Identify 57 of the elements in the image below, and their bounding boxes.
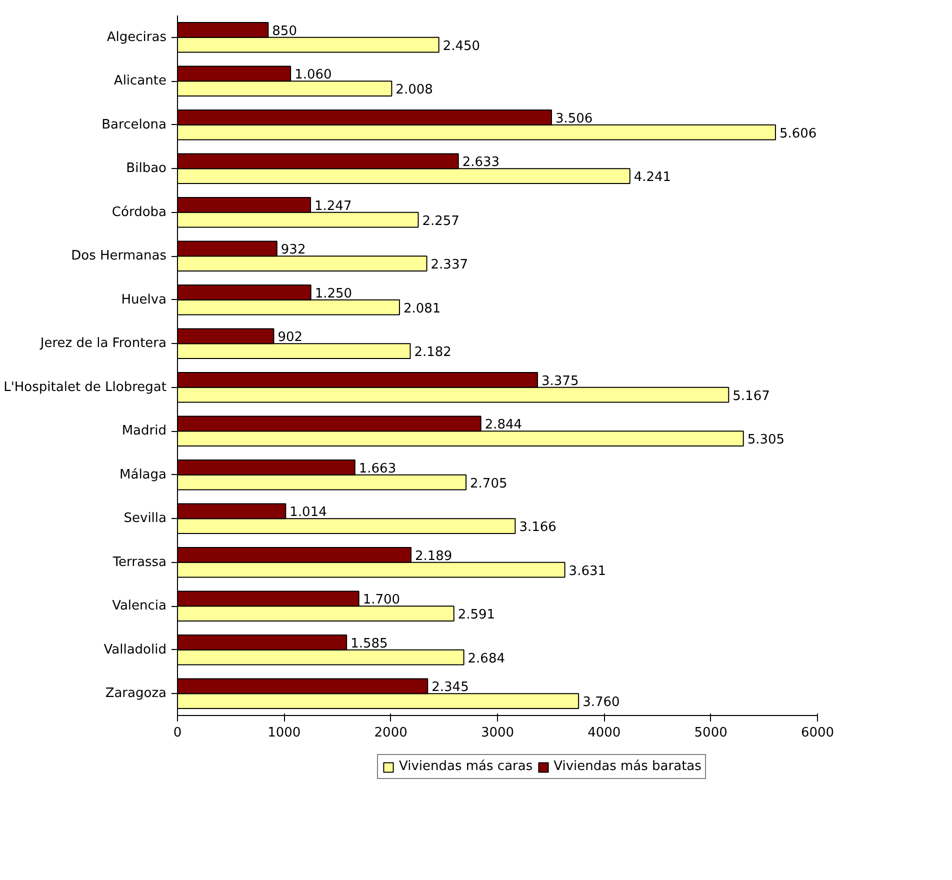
data-label: 1.585: [350, 636, 388, 652]
legend-label: Viviendas más caras: [399, 759, 533, 774]
data-label: 1.700: [362, 592, 400, 608]
data-label: 2.008: [396, 82, 433, 98]
y-tick-label: Terrassa: [112, 554, 166, 570]
data-label: 5.167: [732, 388, 770, 404]
x-tick-label: 1000: [268, 726, 301, 740]
x-tick-label: 2000: [374, 726, 408, 740]
y-tick-label: Jerez de la Frontera: [39, 336, 167, 352]
data-label: 2.591: [458, 608, 496, 623]
y-tick-label: Madrid: [122, 424, 167, 439]
y-tick-label: Huelva: [121, 292, 167, 308]
data-label: 4.241: [634, 170, 672, 186]
data-label: 3.375: [542, 374, 579, 389]
y-tick-label: Sevilla: [124, 511, 167, 526]
data-label: 1.663: [358, 461, 396, 476]
data-label: 5.606: [779, 126, 817, 142]
data-label: 1.247: [314, 198, 352, 214]
data-label: 2.182: [414, 345, 452, 360]
data-label: 902: [278, 330, 303, 346]
data-label: 2.345: [432, 680, 469, 696]
y-tick-label: Zaragoza: [105, 686, 167, 702]
data-label: 2.705: [470, 476, 508, 492]
data-label: 2.450: [442, 38, 480, 54]
y-tick-label: Valencia: [112, 598, 167, 614]
y-tick-label: Dos Hermanas: [71, 248, 167, 264]
x-tick-label: 6000: [800, 726, 834, 740]
y-tick-label: Córdoba: [112, 204, 167, 220]
data-label: 2.684: [468, 651, 506, 666]
data-label: 932: [280, 242, 306, 258]
x-tick-label: 0: [173, 726, 182, 740]
data-label: 5.305: [747, 432, 785, 448]
y-tick-label: Valladolid: [104, 642, 167, 658]
data-label: 2.257: [422, 214, 460, 229]
data-label: 1.250: [314, 286, 352, 302]
x-tick-label: 5000: [694, 726, 728, 740]
data-label: 1.060: [294, 68, 332, 83]
y-tick-label: Málaga: [120, 467, 167, 482]
data-label: 2.081: [403, 301, 441, 316]
data-label: 3.166: [519, 520, 556, 536]
y-tick-label: Barcelona: [102, 117, 167, 132]
data-label: 3.506: [555, 111, 593, 126]
data-label: 2.633: [462, 155, 500, 170]
legend-label: Viviendas más baratas: [554, 759, 702, 774]
y-tick-label: Alicante: [114, 74, 167, 89]
data-label: 1.014: [290, 505, 327, 520]
x-tick-label: 4000: [588, 726, 621, 740]
data-label: 850: [272, 24, 297, 39]
y-tick-label: L'Hospitalet de Llobregat: [4, 380, 167, 395]
data-label: 2.189: [414, 548, 452, 564]
x-tick-label: 3000: [480, 726, 514, 740]
y-tick-label: Bilbao: [126, 161, 167, 176]
data-label: 2.337: [430, 258, 468, 273]
data-label: 3.760: [582, 695, 620, 710]
y-tick-label: Algeciras: [106, 30, 167, 45]
data-label: 3.631: [568, 564, 606, 579]
data-label: 2.844: [484, 418, 522, 433]
